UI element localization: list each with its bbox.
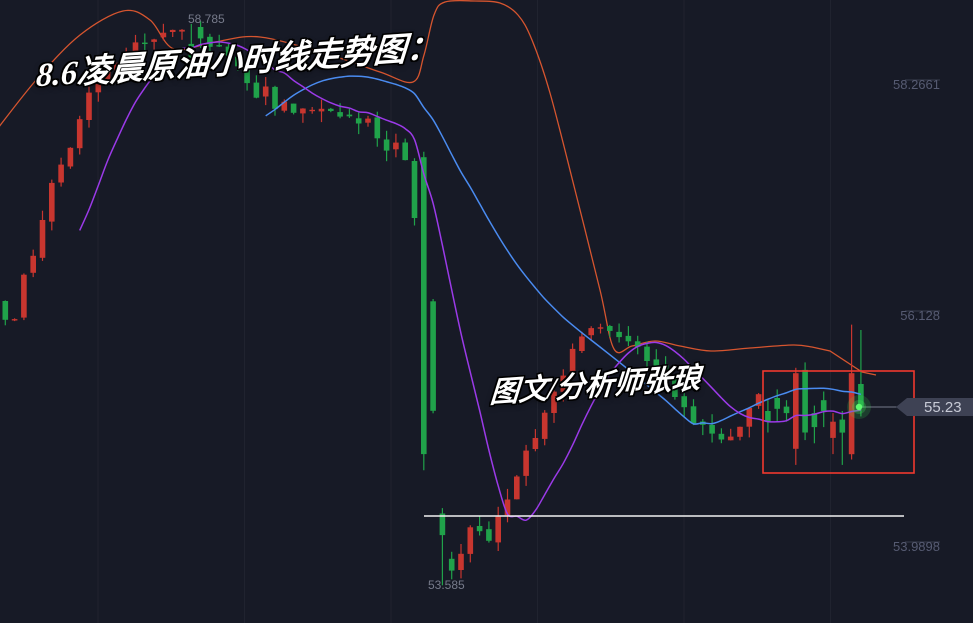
svg-text:55.23: 55.23: [924, 399, 962, 416]
